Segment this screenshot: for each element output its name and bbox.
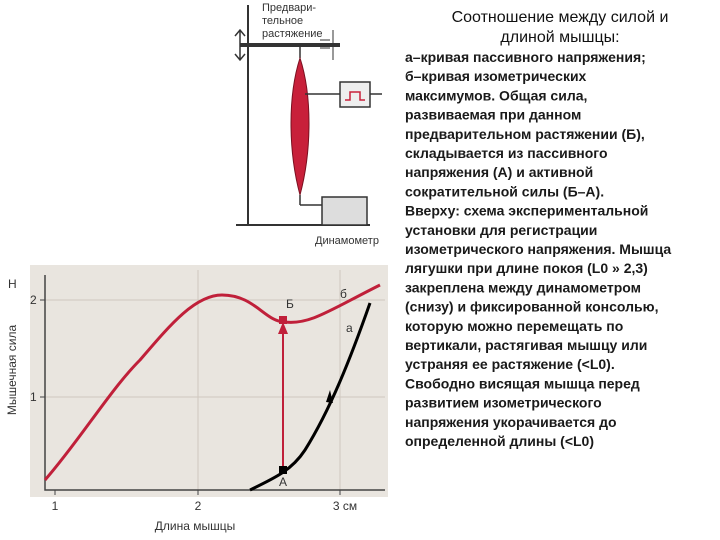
body-line: изометрического напряжения. Мышца: [405, 241, 671, 257]
body-line: Вверху: схема экспериментальной: [405, 203, 648, 219]
body-line: предварительном растяжении (Б),: [405, 126, 645, 142]
body-line: напряжения (А) и активной: [405, 164, 593, 180]
point-label: Б: [286, 297, 294, 311]
body-line: развитием изометрического: [405, 395, 602, 411]
y-tick-label: 2: [30, 293, 37, 307]
y-axis-label: Мышечная сила: [5, 325, 19, 416]
stretch-label: Предвари-: [262, 2, 316, 14]
body-line: складывается из пассивного: [405, 145, 608, 161]
body-line: сократительной силы (Б–А).: [405, 183, 604, 199]
dynamometer-label: Динамометр: [315, 235, 379, 247]
body-line: напряжения укорачивается до: [405, 414, 617, 430]
body-line: вертикали, растягивая мышцу или: [405, 337, 647, 353]
body-line: устраняя ее растяжение (<L0).: [405, 356, 615, 372]
body-line: лягушки при длине покоя (L0 » 2,3): [405, 260, 648, 276]
body-line: закреплена между динамометром: [405, 279, 641, 295]
x-tick-label: 3 см: [333, 499, 357, 513]
title-line: длиной мышцы:: [500, 29, 619, 46]
y-unit: Н: [8, 277, 17, 291]
body-line: а–кривая пассивного напряжения;: [405, 49, 646, 65]
body-line: Свободно висящая мышца перед: [405, 375, 640, 391]
curve-label: б: [340, 287, 347, 301]
apparatus: [234, 5, 382, 226]
graph: [30, 265, 388, 497]
body-line: (снизу) и фиксированной консолью,: [405, 299, 658, 315]
stretch-label: тельное: [262, 15, 303, 27]
body-line: б–кривая изометрических: [405, 68, 587, 84]
body-line: максимумов. Общая сила,: [405, 87, 587, 103]
body-line: определенной длины (<L0): [405, 433, 594, 449]
body-text: а–кривая пассивного напряжения; б–кривая …: [405, 49, 671, 449]
body-line: которую можно перемещать по: [405, 318, 623, 334]
x-tick-label: 1: [52, 499, 59, 513]
body-line: развиваемая при данном: [405, 107, 581, 123]
title-line: Соотношение между силой и: [452, 9, 669, 26]
stretch-label: растяжение: [262, 28, 323, 40]
curve-label: а: [346, 321, 353, 335]
x-axis-label: Длина мышцы: [155, 519, 235, 533]
point-label: А: [279, 475, 287, 489]
y-tick-label: 1: [30, 390, 37, 404]
body-line: установки для регистрации: [405, 222, 597, 238]
x-tick-label: 2: [195, 499, 202, 513]
